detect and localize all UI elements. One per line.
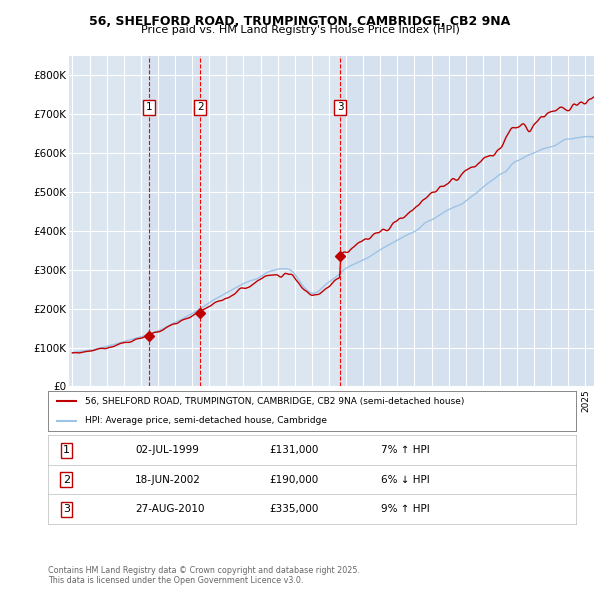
Text: 9% ↑ HPI: 9% ↑ HPI <box>380 504 430 514</box>
Text: 2: 2 <box>197 102 203 112</box>
Text: 7% ↑ HPI: 7% ↑ HPI <box>380 445 430 455</box>
Text: Price paid vs. HM Land Registry's House Price Index (HPI): Price paid vs. HM Land Registry's House … <box>140 25 460 35</box>
Text: 1: 1 <box>146 102 152 112</box>
Text: 56, SHELFORD ROAD, TRUMPINGTON, CAMBRIDGE, CB2 9NA: 56, SHELFORD ROAD, TRUMPINGTON, CAMBRIDG… <box>89 15 511 28</box>
Text: 3: 3 <box>337 102 344 112</box>
Text: Contains HM Land Registry data © Crown copyright and database right 2025.
This d: Contains HM Land Registry data © Crown c… <box>48 566 360 585</box>
Text: 18-JUN-2002: 18-JUN-2002 <box>135 475 201 484</box>
Text: 1: 1 <box>63 445 70 455</box>
Text: 56, SHELFORD ROAD, TRUMPINGTON, CAMBRIDGE, CB2 9NA (semi-detached house): 56, SHELFORD ROAD, TRUMPINGTON, CAMBRIDG… <box>85 397 464 406</box>
Text: £190,000: £190,000 <box>270 475 319 484</box>
Text: 3: 3 <box>63 504 70 514</box>
Text: £335,000: £335,000 <box>270 504 319 514</box>
Text: £131,000: £131,000 <box>270 445 319 455</box>
Text: 2: 2 <box>63 475 70 484</box>
Text: 27-AUG-2010: 27-AUG-2010 <box>135 504 205 514</box>
Text: HPI: Average price, semi-detached house, Cambridge: HPI: Average price, semi-detached house,… <box>85 416 327 425</box>
Bar <box>149 56 200 386</box>
Bar <box>340 56 594 386</box>
Text: 6% ↓ HPI: 6% ↓ HPI <box>380 475 430 484</box>
Text: 02-JUL-1999: 02-JUL-1999 <box>135 445 199 455</box>
